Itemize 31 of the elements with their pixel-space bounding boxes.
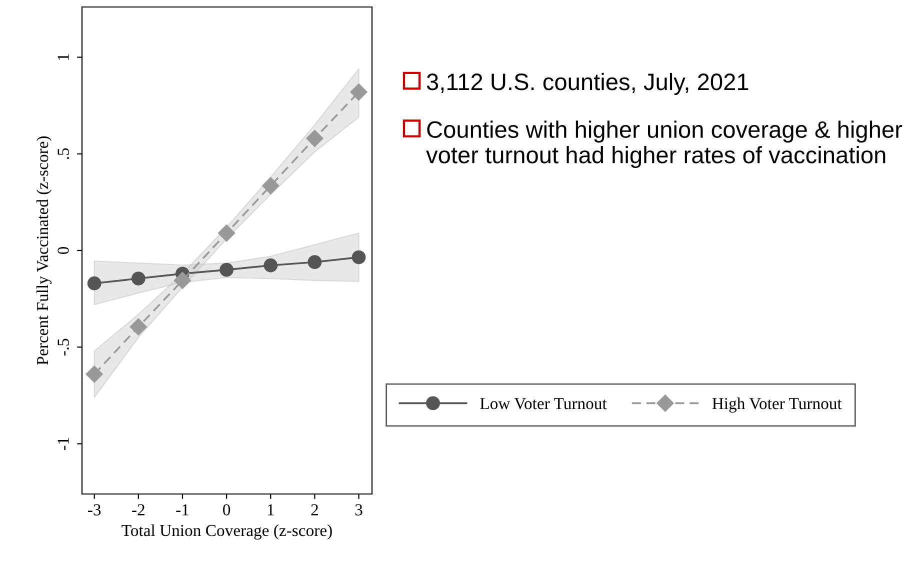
x-axis-title: Total Union Coverage (z-score): [122, 524, 332, 540]
point: [352, 250, 366, 264]
text: Counties with higher union coverage & higher voter turnout had higher rates of vaccination: [426, 120, 902, 168]
point: [350, 83, 368, 101]
point: [131, 272, 146, 286]
legend-label: Low Voter Turnout: [480, 398, 607, 410]
x-tick-label: 2: [311, 504, 318, 516]
x-tick-label: 0: [223, 504, 230, 516]
y-tick-label: -1: [58, 438, 69, 450]
y-tick-label: .5: [58, 148, 69, 160]
x-tick-label: -3: [88, 504, 101, 516]
point: [130, 318, 147, 336]
legend-label: High Voter Turnout: [712, 397, 842, 413]
y-tick-label: 0: [58, 246, 69, 254]
point: [264, 258, 278, 272]
x-tick-label: -1: [176, 504, 188, 516]
point: [218, 224, 236, 242]
point: [306, 130, 324, 147]
text: 3,112 U.S. counties, July, 2021: [426, 72, 748, 95]
y-axis-title: Percent Fully Vaccinated (z-score): [36, 136, 52, 365]
point: [174, 272, 192, 290]
point: [262, 177, 280, 194]
point: [308, 255, 322, 270]
y-tick-label: -.5: [58, 338, 69, 356]
point: [87, 276, 102, 290]
y-tick-label: 1: [58, 54, 69, 60]
point: [220, 262, 234, 277]
x-tick-label: -2: [132, 504, 144, 516]
x-tick-label: 3: [355, 504, 362, 516]
x-tick-label: 1: [268, 504, 274, 516]
point: [86, 366, 103, 383]
